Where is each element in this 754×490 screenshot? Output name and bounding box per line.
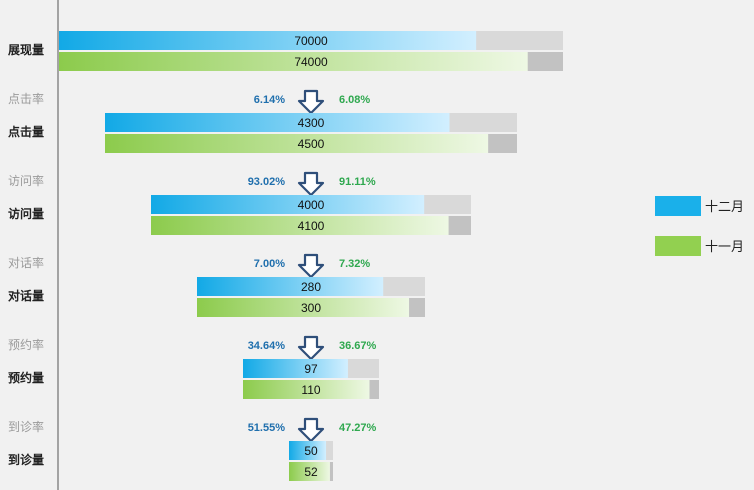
category-label: 到诊量 bbox=[8, 452, 44, 467]
data-label-nov: 52 bbox=[304, 465, 318, 479]
rate-label: 预约率 bbox=[8, 337, 44, 352]
category-label: 预约量 bbox=[8, 370, 44, 385]
rate-value-dec: 6.14% bbox=[254, 94, 285, 106]
bar-dec bbox=[243, 359, 348, 378]
data-label-nov: 300 bbox=[301, 301, 321, 315]
data-label-nov: 4500 bbox=[298, 137, 325, 151]
rate-label: 访问率 bbox=[8, 173, 44, 188]
down-arrow-icon bbox=[297, 253, 325, 279]
down-arrow-icon bbox=[297, 335, 325, 361]
rate-value-nov: 7.32% bbox=[339, 258, 370, 270]
legend-swatch bbox=[655, 196, 701, 216]
legend-swatch bbox=[655, 236, 701, 256]
category-label: 对话量 bbox=[8, 288, 44, 303]
rate-value-nov: 91.11% bbox=[339, 176, 376, 188]
bar-dec bbox=[289, 441, 327, 460]
rate-label: 点击率 bbox=[8, 91, 44, 106]
down-arrow-icon bbox=[297, 89, 325, 115]
rate-value-nov: 6.08% bbox=[339, 94, 370, 106]
bar-nov bbox=[243, 380, 370, 399]
down-arrow-icon bbox=[297, 171, 325, 197]
legend-label: 十二月 bbox=[705, 199, 744, 214]
rate-value-dec: 34.64% bbox=[248, 340, 286, 352]
bar-nov bbox=[59, 52, 528, 71]
rate-label: 对话率 bbox=[8, 255, 44, 270]
data-label-dec: 280 bbox=[301, 280, 321, 294]
rate-value-nov: 47.27% bbox=[339, 422, 377, 434]
bar-nov bbox=[289, 462, 330, 481]
bar-dec bbox=[59, 31, 477, 50]
rate-value-nov: 36.67% bbox=[339, 340, 377, 352]
category-label: 点击量 bbox=[8, 124, 44, 139]
bar-dec bbox=[151, 195, 425, 214]
data-label-nov: 74000 bbox=[294, 55, 328, 69]
category-label: 展现量 bbox=[8, 43, 44, 57]
rate-value-dec: 51.55% bbox=[248, 422, 286, 434]
data-label-nov: 4100 bbox=[298, 219, 325, 233]
bar-dec bbox=[197, 277, 384, 296]
data-label-dec: 4300 bbox=[298, 116, 325, 130]
category-label: 访问量 bbox=[8, 206, 44, 221]
rate-value-dec: 93.02% bbox=[248, 176, 286, 188]
bar-nov bbox=[197, 298, 410, 317]
down-arrow-icon bbox=[297, 417, 325, 443]
data-label-dec: 4000 bbox=[298, 198, 325, 212]
data-label-dec: 70000 bbox=[294, 34, 328, 48]
rate-value-dec: 7.00% bbox=[254, 258, 285, 270]
legend-label: 十一月 bbox=[705, 239, 744, 254]
bar-nov bbox=[151, 216, 449, 235]
rate-label: 到诊率 bbox=[8, 419, 44, 434]
bar-dec bbox=[105, 113, 450, 132]
bar-nov bbox=[105, 134, 489, 153]
data-label-nov: 110 bbox=[301, 383, 320, 397]
data-label-dec: 50 bbox=[304, 444, 318, 458]
data-label-dec: 97 bbox=[304, 362, 318, 376]
